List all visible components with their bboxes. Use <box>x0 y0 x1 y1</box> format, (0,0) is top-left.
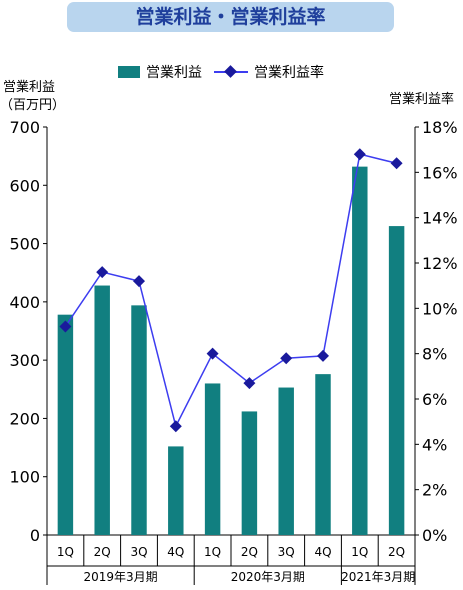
line-marker-diamond <box>96 266 109 279</box>
category-label: 2Q <box>94 545 111 559</box>
line-operating-margin <box>64 153 397 429</box>
bar-operating-profit <box>278 387 294 535</box>
category-label: 1Q <box>204 545 221 559</box>
right-tick-label: 14% <box>422 209 458 228</box>
legend-line-swatch <box>214 65 248 78</box>
bar-operating-profit <box>94 285 110 535</box>
line-marker-diamond <box>59 320 72 333</box>
bar-operating-profit <box>57 314 74 535</box>
bar-operating-profit <box>315 374 331 535</box>
line-marker-diamond <box>169 420 182 433</box>
bar-operating-profit <box>131 305 147 535</box>
category-label: 2Q <box>241 545 258 559</box>
chart-legend: 営業利益 営業利益率 <box>118 62 324 82</box>
left-tick-label: 700 <box>9 118 40 137</box>
right-tick-label: 12% <box>422 254 458 273</box>
bar-operating-profit <box>204 383 221 535</box>
bar-operating-profit <box>241 411 258 535</box>
right-tick-label: 4% <box>422 435 447 454</box>
group-label: 2019年3月期 <box>84 570 158 584</box>
line-marker-diamond <box>206 347 219 360</box>
bar-operating-profit <box>352 166 368 536</box>
category-label: 3Q <box>278 545 295 559</box>
left-tick-label: 500 <box>9 235 40 254</box>
line-marker-diamond <box>133 275 145 288</box>
group-label: 2020年3月期 <box>231 570 305 584</box>
bar-operating-profit <box>168 446 184 535</box>
category-label: 4Q <box>167 545 184 559</box>
group-label: 2021年3月期 <box>341 570 415 584</box>
left-tick-label: 0 <box>30 526 40 545</box>
left-tick-label: 400 <box>9 293 40 312</box>
legend-bar-label: 営業利益 <box>146 65 202 81</box>
left-tick-label: 100 <box>9 468 40 487</box>
right-tick-label: 18% <box>422 118 458 137</box>
category-label: 3Q <box>130 545 147 559</box>
right-axis-label: 営業利益率 <box>389 92 455 107</box>
category-label: 4Q <box>314 545 331 559</box>
left-tick-label: 300 <box>9 351 40 370</box>
line-marker-diamond <box>280 352 293 365</box>
category-label: 1Q <box>351 545 368 559</box>
category-label: 1Q <box>57 545 74 559</box>
left-tick-label: 600 <box>9 176 40 195</box>
right-tick-label: 2% <box>422 481 447 500</box>
category-label: 2Q <box>388 545 405 559</box>
legend-line-label: 営業利益率 <box>254 65 324 81</box>
right-tick-label: 10% <box>422 299 458 318</box>
left-tick-label: 200 <box>9 409 40 428</box>
left-axis-label-line1: 営業利益 <box>3 80 56 95</box>
left-axis-label-line2: （百万円） <box>0 98 66 113</box>
line-marker-diamond <box>390 157 403 170</box>
line-marker-diamond <box>317 349 329 362</box>
right-tick-label: 16% <box>422 163 458 182</box>
legend-bar-swatch <box>118 66 140 78</box>
line-marker-diamond <box>353 148 366 161</box>
right-tick-label: 6% <box>422 390 447 409</box>
chart-title-banner: 営業利益・営業利益率 <box>67 2 394 32</box>
chart-title: 営業利益・営業利益率 <box>135 6 326 28</box>
right-tick-label: 0% <box>422 526 447 545</box>
bar-operating-profit <box>388 226 405 536</box>
right-tick-label: 8% <box>422 345 447 364</box>
line-marker-diamond <box>243 377 256 390</box>
